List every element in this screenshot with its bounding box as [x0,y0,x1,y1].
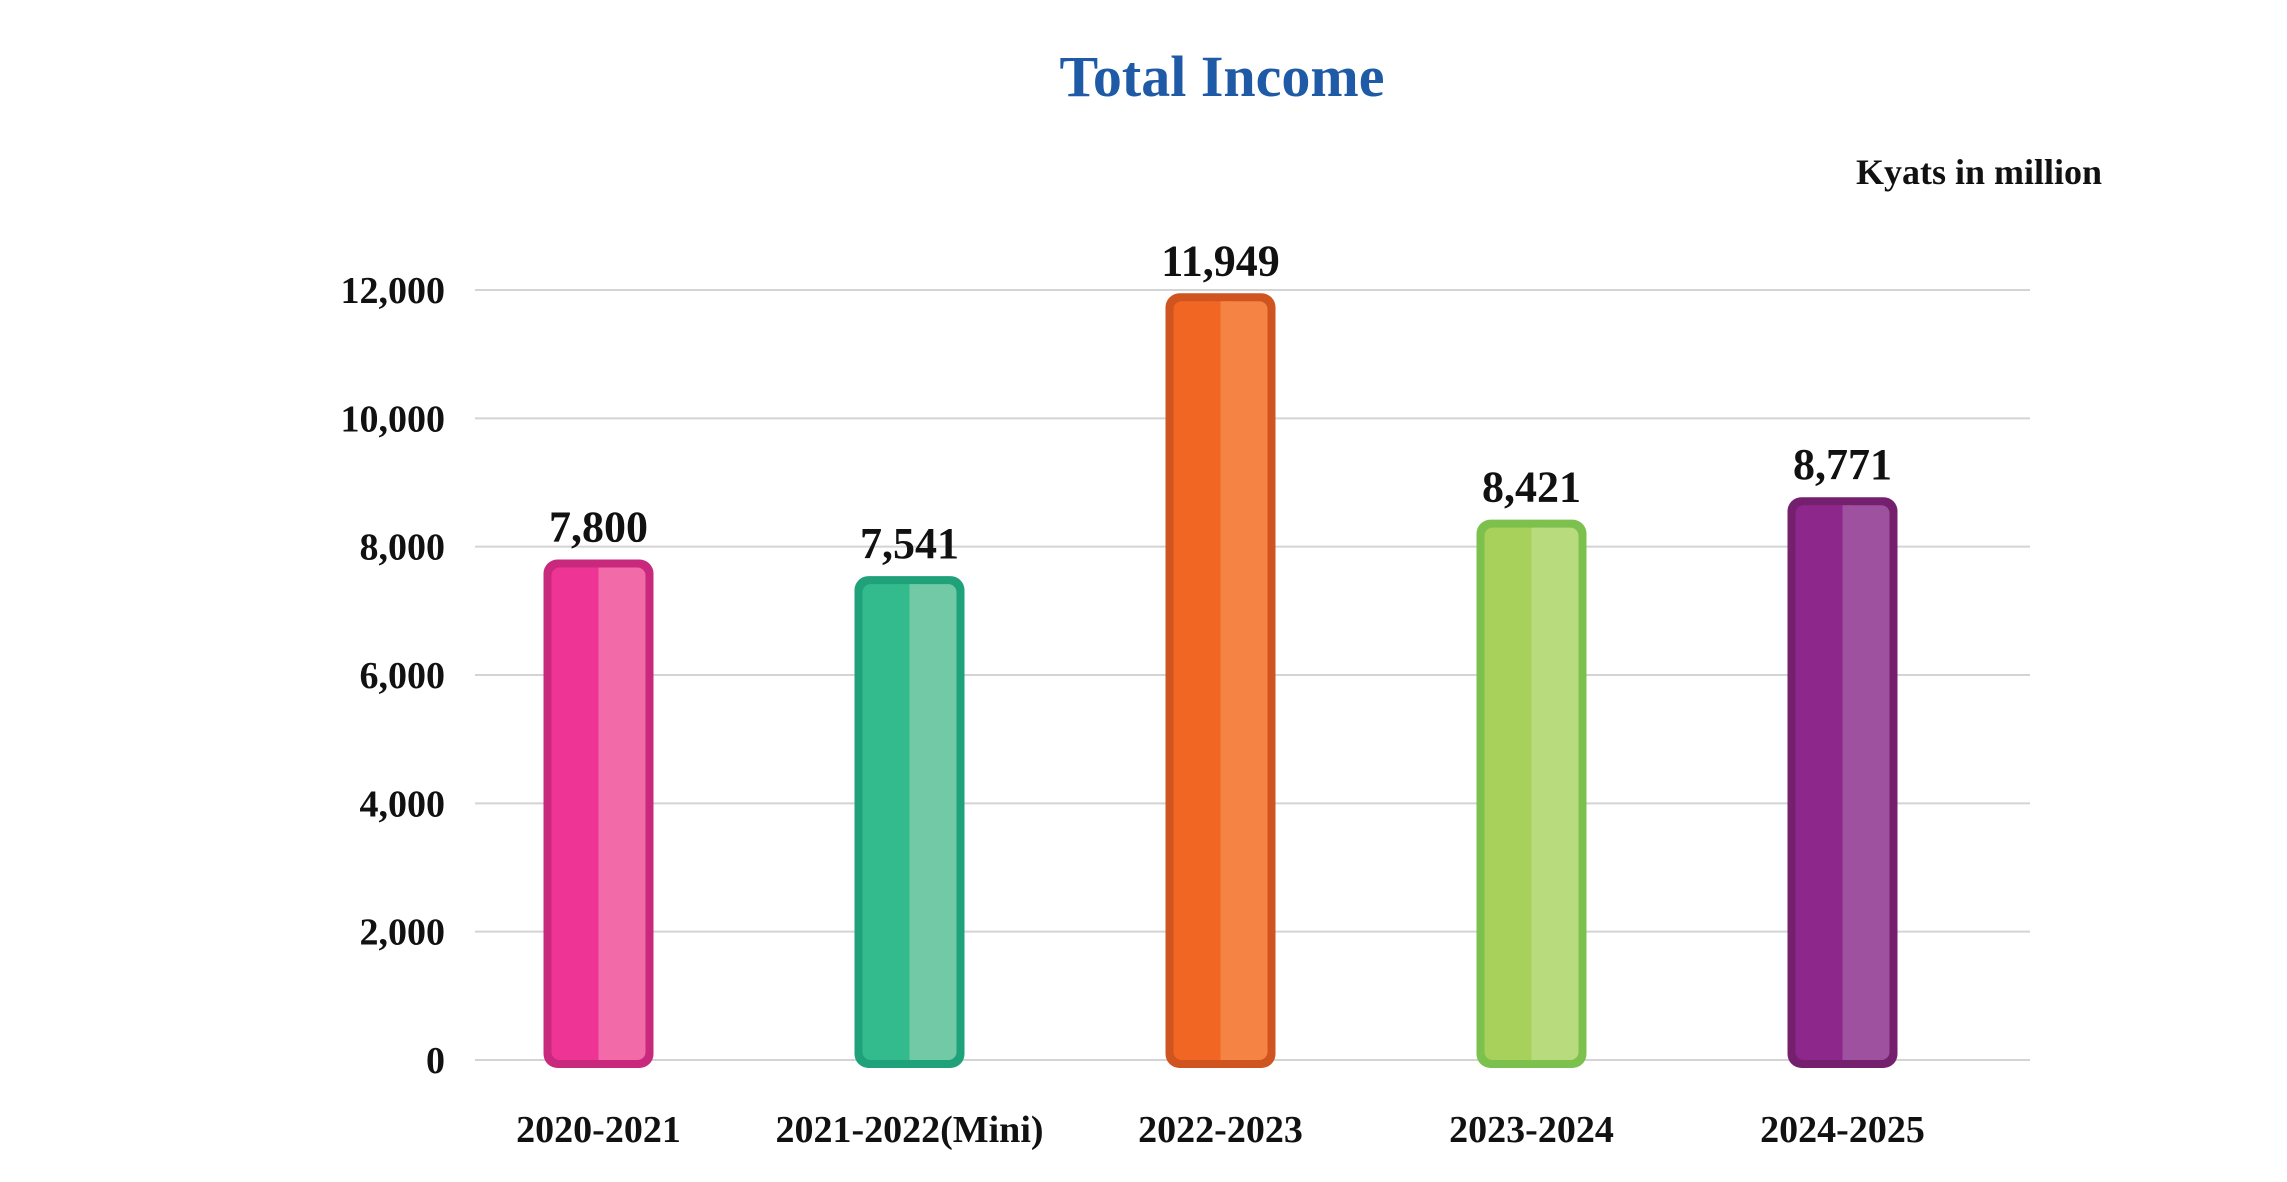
chart-title: Total Income [1060,44,1385,109]
bar-fill-left [1173,301,1221,1061]
value-label: 11,949 [1161,236,1280,285]
value-label: 8,421 [1482,463,1581,512]
bar-fill-right [909,584,957,1060]
y-tick-label: 2,000 [360,912,446,954]
bar-fill-center-right [1842,505,1853,1060]
bar [543,559,654,1068]
bar-fill-right [1842,505,1890,1060]
category-label: 2022-2023 [1138,1109,1303,1151]
x-axis-categories: 2020-2021 2021-2022(Mini) 2022-2023 2023-20… [516,1109,1925,1151]
category-label: 2020-2021 [516,1109,681,1151]
y-tick-label: 6,000 [360,655,446,697]
bar-fill-right [1531,527,1579,1060]
bar-fill-center-right [1220,301,1231,1061]
category-label: 2023-2024 [1449,1109,1614,1151]
bars [543,293,1898,1069]
value-label: 8,771 [1793,440,1892,489]
bar-fill-center-right [598,567,609,1060]
y-tick-label: 8,000 [360,527,446,569]
bar [854,576,965,1068]
category-label: 2021-2022(Mini) [775,1109,1043,1151]
bar-fill-left [1484,527,1532,1060]
bar-fill-left [1795,505,1843,1060]
value-label: 7,541 [860,519,959,568]
y-tick-label: 4,000 [360,783,446,825]
bar-fill-left [551,567,599,1060]
value-label: 7,800 [549,503,648,552]
category-label: 2024-2025 [1760,1109,1925,1151]
y-tick-label: 10,000 [341,398,446,440]
bar-fill-right [1220,301,1268,1061]
bar-fill-center-right [1531,527,1542,1060]
bar-fill-left [862,584,910,1060]
bar-fill-right [598,567,646,1060]
unit-label: Kyats in million [1856,152,2102,192]
value-labels: 7,800 7,541 11,949 8,421 8,771 [549,236,1892,568]
bar [1787,497,1898,1068]
bar-fill-center-right [909,584,920,1060]
y-tick-label: 12,000 [341,270,446,312]
bar [1476,519,1587,1068]
y-tick-label: 0 [426,1040,445,1082]
bar [1165,293,1276,1069]
y-axis-ticks: 0 2,000 4,000 6,000 8,000 10,000 12,000 [341,270,446,1082]
